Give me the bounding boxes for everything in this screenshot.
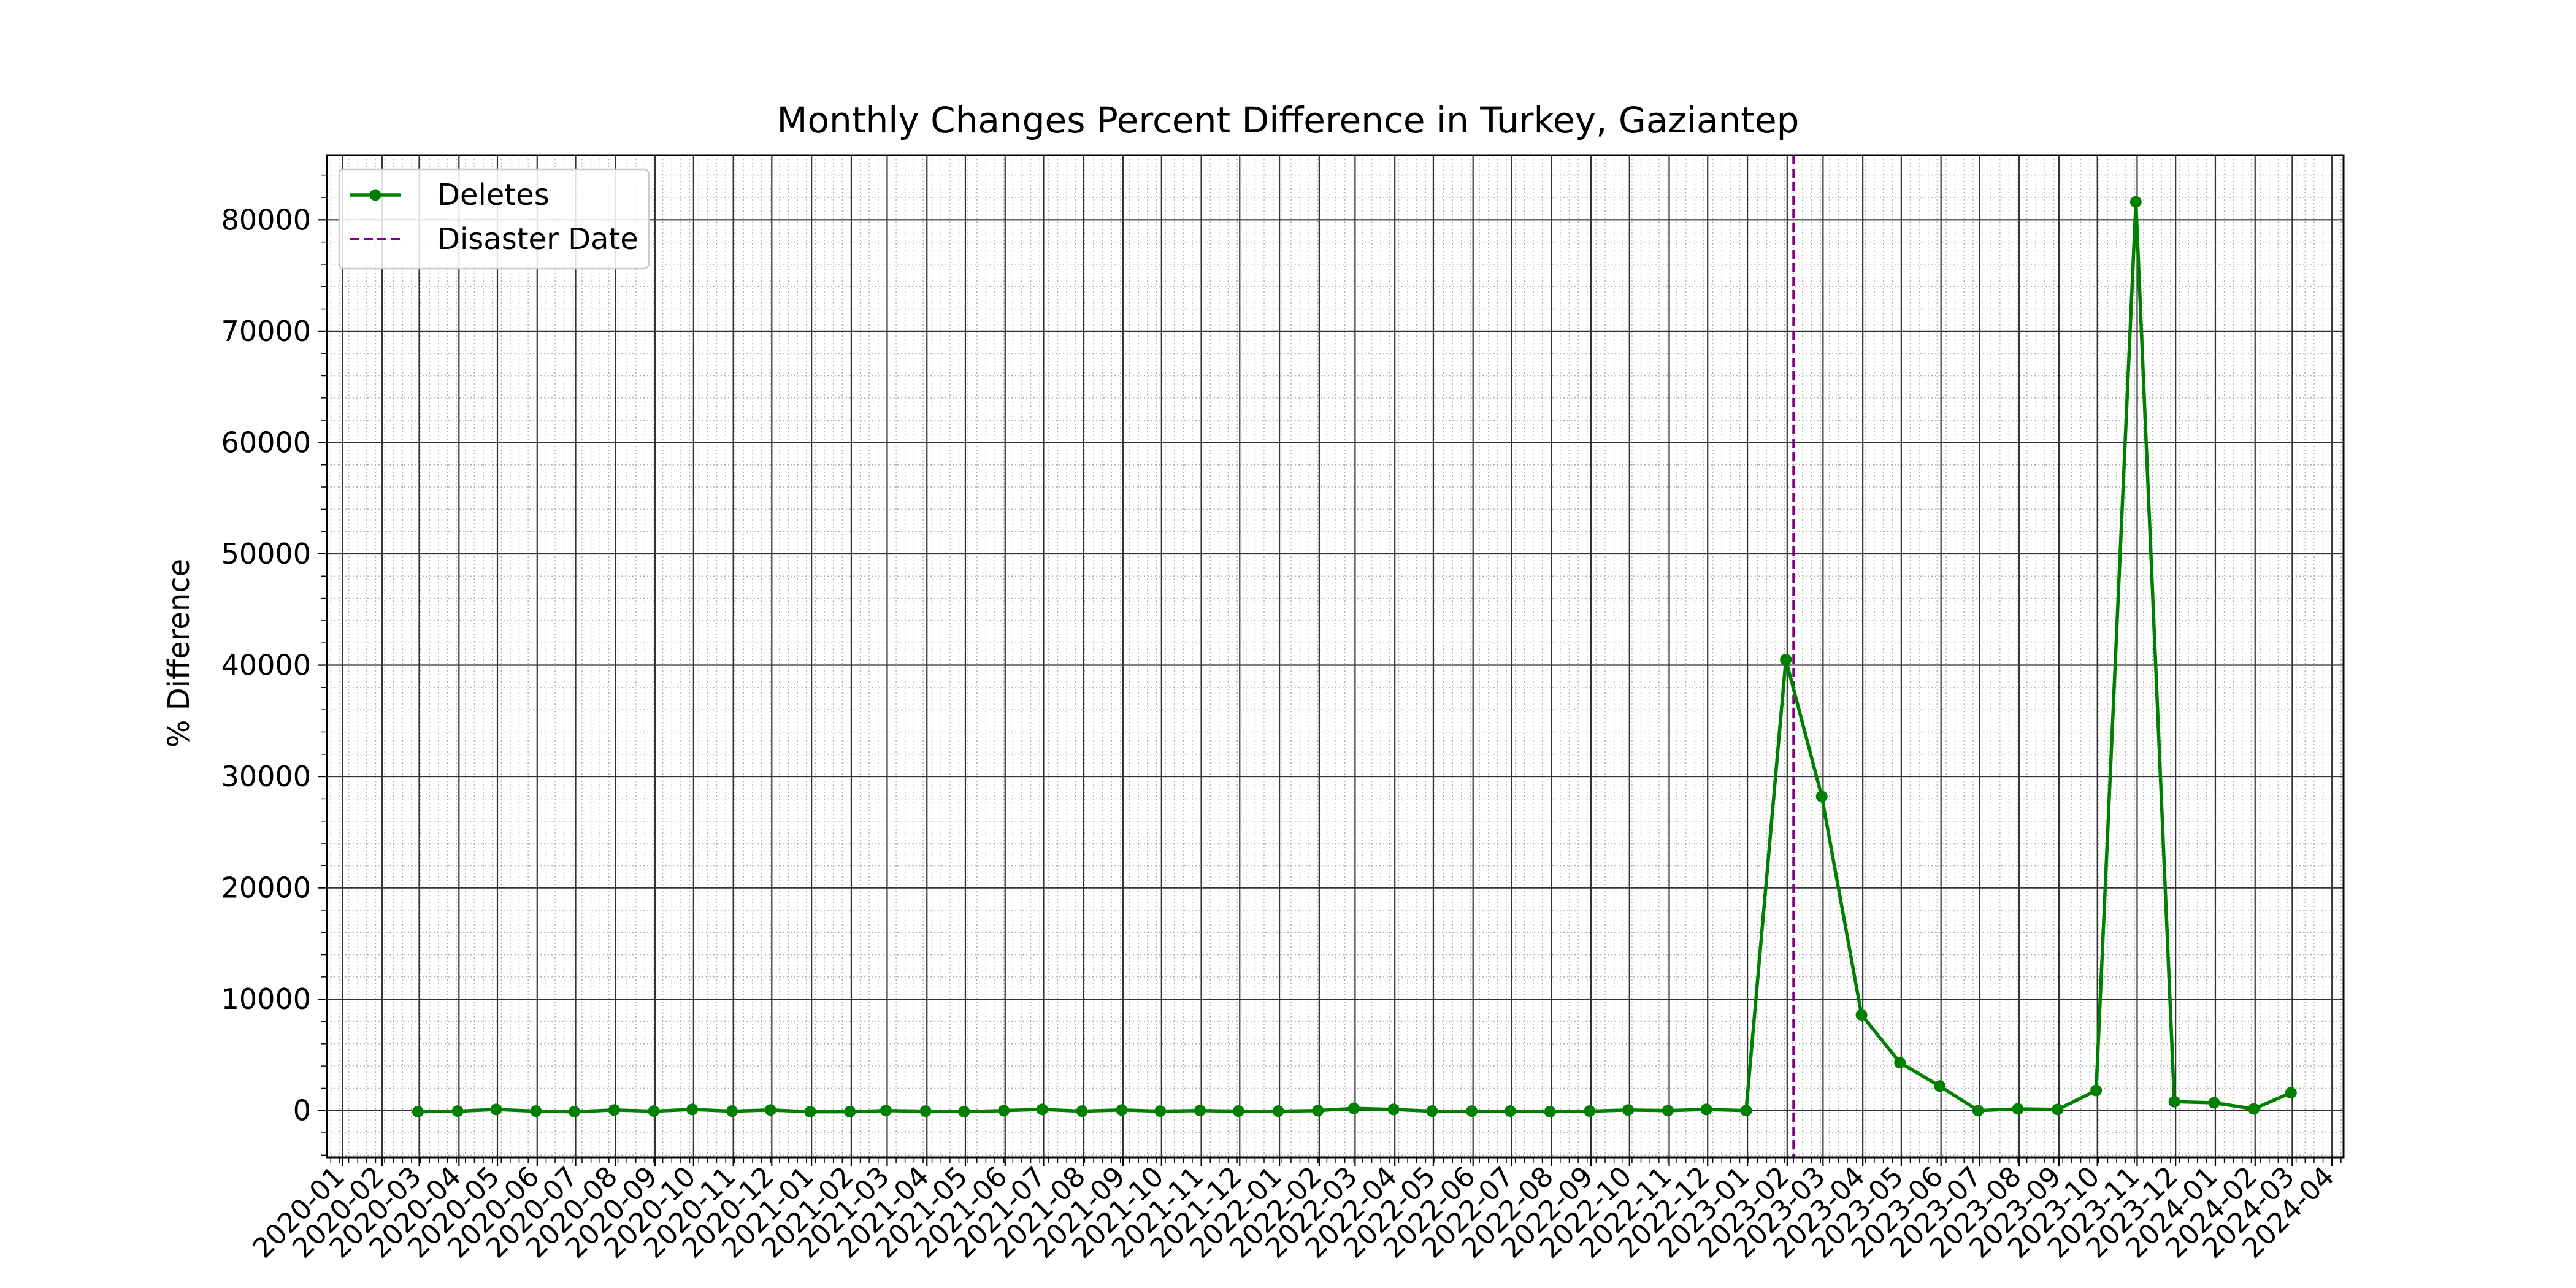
data-point bbox=[1347, 1102, 1360, 1114]
x-axis: 2020-012020-022020-032020-042020-052020-… bbox=[246, 1157, 2342, 1265]
data-point bbox=[764, 1104, 776, 1116]
data-point bbox=[1116, 1104, 1128, 1116]
data-point bbox=[2129, 196, 2142, 208]
data-point bbox=[648, 1105, 660, 1117]
series-layer bbox=[412, 196, 2297, 1118]
major-grid bbox=[327, 155, 2344, 1157]
data-point bbox=[1855, 1009, 1868, 1021]
data-point bbox=[2248, 1103, 2260, 1115]
data-point bbox=[1700, 1103, 1712, 1116]
data-point bbox=[880, 1105, 892, 1117]
data-point bbox=[998, 1105, 1010, 1117]
data-point bbox=[1232, 1105, 1244, 1117]
data-point bbox=[2208, 1097, 2220, 1109]
legend-deletes-label: Deletes bbox=[437, 178, 550, 212]
data-point bbox=[1780, 653, 1792, 665]
y-tick-label: 70000 bbox=[221, 315, 311, 348]
y-tick-label: 40000 bbox=[221, 649, 311, 682]
data-point bbox=[2052, 1103, 2064, 1116]
y-tick-label: 50000 bbox=[221, 537, 311, 570]
data-point bbox=[2012, 1103, 2024, 1115]
data-point bbox=[1154, 1105, 1167, 1117]
data-point bbox=[1934, 1080, 1946, 1092]
data-point bbox=[1894, 1057, 1906, 1069]
data-point bbox=[1622, 1104, 1635, 1116]
data-point bbox=[530, 1105, 542, 1117]
data-point bbox=[1972, 1105, 1984, 1117]
data-point bbox=[2168, 1095, 2180, 1108]
data-point bbox=[1036, 1103, 1048, 1116]
legend: Deletes Disaster Date bbox=[338, 168, 650, 270]
data-point bbox=[490, 1103, 502, 1116]
y-tick-label: 20000 bbox=[221, 872, 311, 905]
legend-deletes-marker bbox=[369, 189, 381, 201]
data-point bbox=[2090, 1084, 2103, 1097]
y-tick-label: 10000 bbox=[221, 983, 311, 1016]
y-tick-label: 80000 bbox=[221, 203, 311, 236]
data-point bbox=[412, 1106, 424, 1118]
data-point bbox=[1194, 1105, 1206, 1117]
data-point bbox=[608, 1104, 620, 1116]
data-point bbox=[1312, 1105, 1324, 1117]
y-tick-label: 60000 bbox=[221, 426, 311, 459]
data-point bbox=[1662, 1105, 1674, 1117]
data-point bbox=[726, 1105, 738, 1117]
data-point bbox=[686, 1103, 699, 1116]
data-point bbox=[1272, 1105, 1284, 1117]
chart-title: Monthly Changes Percent Difference in Tu… bbox=[776, 99, 1799, 141]
data-point bbox=[1544, 1106, 1556, 1118]
data-point bbox=[958, 1106, 970, 1118]
data-point bbox=[1387, 1103, 1400, 1116]
y-axis-label: % Difference bbox=[162, 559, 196, 748]
legend-box bbox=[338, 168, 650, 270]
data-point bbox=[1466, 1105, 1478, 1117]
data-point bbox=[2285, 1087, 2297, 1099]
data-point bbox=[1740, 1105, 1752, 1117]
plot-frame bbox=[326, 154, 2345, 1159]
data-point bbox=[844, 1106, 856, 1118]
y-tick-label: 0 bbox=[293, 1094, 311, 1127]
data-point bbox=[1584, 1105, 1596, 1117]
data-point bbox=[568, 1106, 580, 1118]
y-axis: 0 10000 20000 30000 40000 50000 60000 70000 8000… bbox=[221, 174, 327, 1156]
data-point bbox=[1426, 1105, 1438, 1117]
legend-disaster-label: Disaster Date bbox=[437, 222, 638, 256]
data-point bbox=[451, 1105, 464, 1117]
data-point bbox=[919, 1105, 932, 1117]
minor-grid bbox=[327, 155, 2344, 1157]
data-point bbox=[1504, 1105, 1516, 1117]
data-point bbox=[804, 1106, 816, 1118]
data-point bbox=[1076, 1105, 1088, 1117]
y-tick-label: 30000 bbox=[221, 760, 311, 793]
data-point bbox=[1815, 791, 1828, 803]
